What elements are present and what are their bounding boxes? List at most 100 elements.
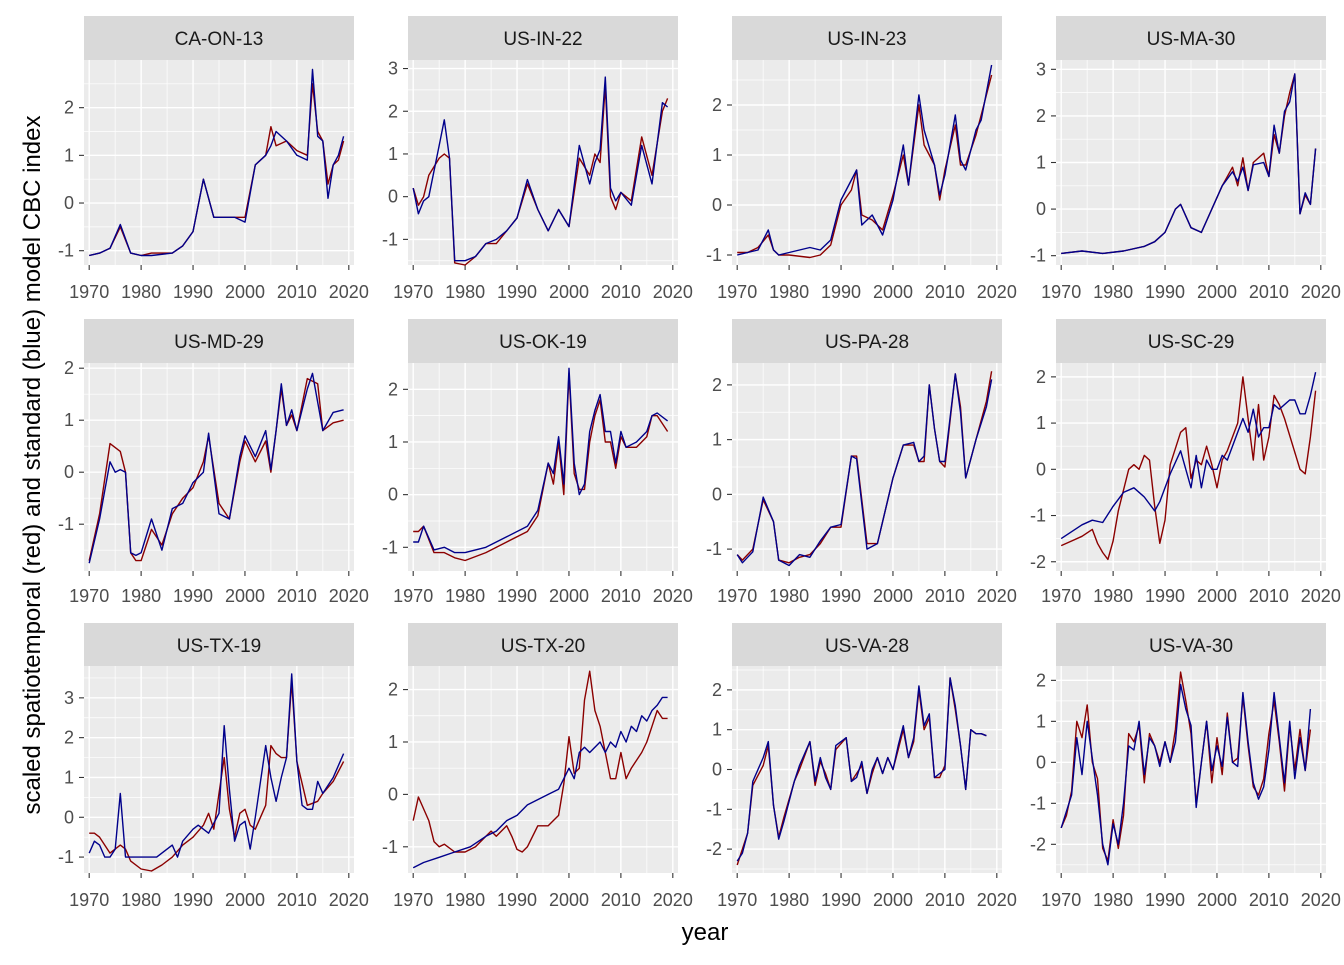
y-tick-label: 2 <box>712 95 722 115</box>
panel-title: US-TX-20 <box>501 636 585 657</box>
panel-title: CA-ON-13 <box>175 29 264 50</box>
y-tick-label: 0 <box>388 187 398 207</box>
x-tick-label: 2020 <box>329 282 369 302</box>
y-tick-label: 1 <box>1036 711 1046 731</box>
x-tick-label: 1980 <box>121 586 161 606</box>
panel-strip <box>408 623 678 667</box>
y-tick-label: 1 <box>64 410 74 430</box>
y-tick-label: -1 <box>706 799 722 819</box>
y-tick-label: -1 <box>58 847 74 867</box>
x-tick-label: 1990 <box>497 586 537 606</box>
panel-us-sc-29: US-SC-29 1970 1980 1990 2000 2010 2020 -2 -1 0 1 2 <box>1030 319 1341 606</box>
y-tick-label: 1 <box>388 732 398 752</box>
y-tick-label: 2 <box>1036 670 1046 690</box>
panel-us-in-22: US-IN-22 1970 1980 1990 2000 2010 2020 -1 0 1 2 3 <box>382 16 693 302</box>
series-line-standard <box>1061 73 1317 255</box>
y-tick-label: 2 <box>712 375 722 395</box>
panel-title: US-VA-28 <box>825 636 909 657</box>
series-line-spatiotemporal <box>412 670 668 853</box>
y-tick-label: 0 <box>388 784 398 804</box>
y-tick-label: -1 <box>1030 246 1046 266</box>
x-tick-label: 1970 <box>1041 890 1081 910</box>
x-tick-label: 2010 <box>925 586 965 606</box>
y-tick-label: 1 <box>712 145 722 165</box>
x-tick-label: 2020 <box>977 890 1017 910</box>
series-line-standard <box>737 64 993 256</box>
y-tick-label: 0 <box>1036 459 1046 479</box>
panel-strip <box>84 16 354 60</box>
y-tick-label: 1 <box>712 720 722 740</box>
x-tick-label: 2020 <box>653 890 693 910</box>
y-tick-label: 2 <box>64 728 74 748</box>
x-tick-label: 2000 <box>873 586 913 606</box>
x-tick-label: 1990 <box>1145 282 1185 302</box>
x-tick-label: 1990 <box>173 586 213 606</box>
y-tick-label: 1 <box>388 144 398 164</box>
y-tick-label: 1 <box>64 145 74 165</box>
panel-strip <box>408 319 678 363</box>
x-tick-label: 2000 <box>225 586 265 606</box>
x-tick-label: 1970 <box>393 586 433 606</box>
x-tick-label: 1990 <box>497 890 537 910</box>
y-tick-label: 0 <box>1036 752 1046 772</box>
panel-strip <box>732 623 1002 667</box>
x-tick-label: 1980 <box>121 890 161 910</box>
panel-us-ma-30: US-MA-30 1970 1980 1990 2000 2010 2020 -1 0 1 2 3 <box>1030 16 1341 302</box>
panel-us-ok-19: US-OK-19 1970 1980 1990 2000 2010 2020 -1 0 1 2 <box>382 319 693 606</box>
x-tick-label: 2020 <box>1301 890 1341 910</box>
x-tick-label: 1980 <box>121 282 161 302</box>
x-tick-label: 2000 <box>225 890 265 910</box>
panel-strip <box>732 16 1002 60</box>
y-tick-label: 0 <box>712 760 722 780</box>
x-tick-label: 1980 <box>769 586 809 606</box>
y-tick-label: 1 <box>388 432 398 452</box>
y-tick-label: -1 <box>1030 793 1046 813</box>
x-tick-label: 1980 <box>1093 586 1133 606</box>
panel-title: US-VA-30 <box>1149 636 1233 657</box>
y-tick-label: 0 <box>64 462 74 482</box>
x-tick-label: 1970 <box>69 890 109 910</box>
x-tick-label: 1980 <box>1093 890 1133 910</box>
x-tick-label: 2020 <box>1301 282 1341 302</box>
panel-strip <box>732 319 1002 363</box>
x-tick-label: 2000 <box>225 282 265 302</box>
x-tick-label: 1990 <box>1145 890 1185 910</box>
y-tick-label: 0 <box>712 195 722 215</box>
y-tick-label: 2 <box>388 680 398 700</box>
y-tick-label: 2 <box>1036 106 1046 126</box>
y-tick-label: 1 <box>1036 153 1046 173</box>
x-tick-label: 2000 <box>549 586 589 606</box>
panel-us-tx-19: US-TX-19 1970 1980 1990 2000 2010 2020 -1 0 1 2 3 <box>58 623 369 910</box>
y-tick-label: 2 <box>64 98 74 118</box>
y-tick-label: -1 <box>58 241 74 261</box>
panel-title: US-SC-29 <box>1148 332 1235 353</box>
panel-strip <box>84 623 354 667</box>
series-line-standard <box>89 68 345 257</box>
x-tick-label: 2020 <box>1301 586 1341 606</box>
panel-strip <box>84 319 354 363</box>
x-tick-label: 1990 <box>173 890 213 910</box>
y-tick-label: 2 <box>64 358 74 378</box>
panel-strip <box>408 16 678 60</box>
y-tick-label: 2 <box>712 680 722 700</box>
y-tick-label: -1 <box>382 537 398 557</box>
x-tick-label: 2010 <box>1249 586 1289 606</box>
x-tick-label: 2010 <box>1249 282 1289 302</box>
y-tick-label: 0 <box>388 485 398 505</box>
x-tick-label: 1970 <box>69 586 109 606</box>
x-tick-label: 2000 <box>1197 890 1237 910</box>
panel-us-va-30: US-VA-30 1970 1980 1990 2000 2010 2020 -2 -1 0 1 2 <box>1030 623 1341 910</box>
panel-strip <box>1056 16 1326 60</box>
y-tick-label: -1 <box>382 229 398 249</box>
x-tick-label: 1970 <box>393 890 433 910</box>
panel-us-va-28: US-VA-28 1970 1980 1990 2000 2010 2020 -2 -1 0 1 2 <box>706 623 1017 910</box>
y-tick-label: -2 <box>706 839 722 859</box>
y-tick-label: 3 <box>1036 59 1046 79</box>
x-tick-label: 2020 <box>653 282 693 302</box>
x-tick-label: 2020 <box>329 586 369 606</box>
x-tick-label: 1980 <box>445 890 485 910</box>
series-line-standard <box>88 673 345 858</box>
y-tick-label: 1 <box>712 430 722 450</box>
x-tick-label: 2000 <box>549 282 589 302</box>
